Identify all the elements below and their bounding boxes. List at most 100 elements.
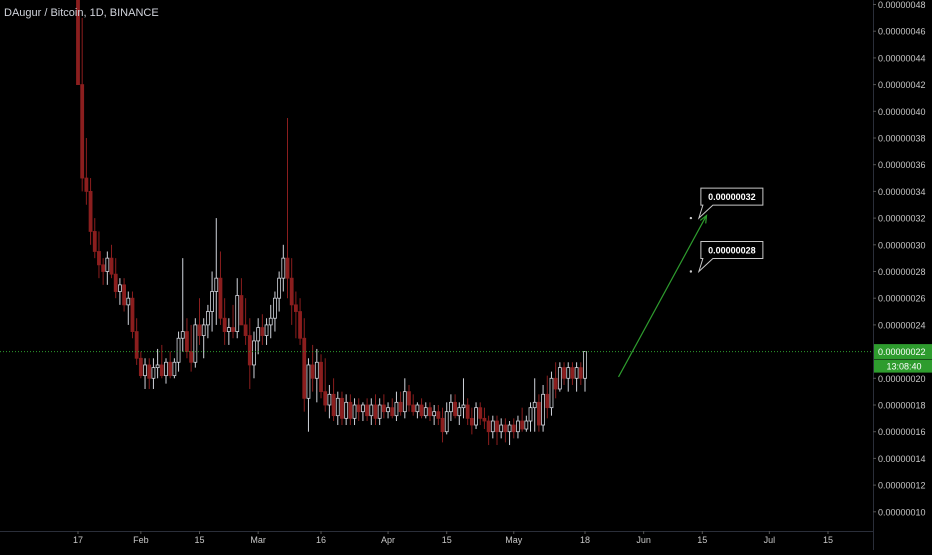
candle	[214, 218, 219, 325]
candle	[394, 391, 399, 422]
candle	[386, 402, 390, 419]
candle	[147, 358, 152, 389]
candle	[122, 278, 126, 312]
candle-body	[553, 377, 558, 390]
candle	[482, 407, 487, 430]
candle-body	[407, 391, 411, 406]
candle	[113, 258, 118, 299]
candle	[583, 351, 587, 392]
candle-body	[126, 297, 131, 306]
candle-body	[419, 404, 424, 417]
candle-body	[528, 407, 533, 422]
candle-body	[289, 277, 294, 306]
price-callout[interactable]: 0.00000028	[689, 241, 764, 274]
candle	[256, 318, 261, 355]
candle-body	[92, 231, 97, 252]
candle-body	[499, 424, 504, 433]
y-tick-label: 0.00000034	[878, 187, 926, 197]
candle-body	[235, 295, 240, 332]
candle-body	[113, 273, 118, 292]
candle	[314, 348, 319, 403]
x-tick-label: 18	[580, 535, 590, 545]
callout-box	[697, 187, 764, 220]
candle-body	[256, 327, 261, 342]
candle-body	[285, 257, 290, 279]
candle-body	[423, 407, 428, 417]
candle	[243, 298, 248, 345]
candle-body	[122, 284, 126, 306]
candle	[566, 362, 571, 392]
candle-body	[557, 367, 562, 390]
candle-body	[381, 404, 386, 413]
candle-body	[302, 337, 307, 399]
candle	[88, 178, 93, 245]
candle-body	[80, 84, 85, 179]
candle	[486, 415, 491, 446]
candle-body	[226, 327, 231, 332]
candle-body	[356, 404, 361, 413]
candle	[524, 415, 529, 432]
candle	[428, 402, 432, 422]
candle	[348, 394, 353, 426]
y-tick-label: 0.00000026	[878, 294, 926, 304]
candle	[189, 324, 194, 372]
candle	[335, 391, 340, 426]
candle-body	[344, 401, 349, 419]
candle	[474, 402, 478, 430]
y-tick-label: 0.00000024	[878, 320, 926, 330]
candle-body	[109, 257, 114, 275]
y-tick-label: 0.00000036	[878, 160, 926, 170]
candle	[453, 394, 458, 419]
candle-body	[474, 407, 478, 426]
price-callout[interactable]: 0.00000032	[689, 187, 764, 220]
candle	[415, 402, 420, 419]
candle	[327, 384, 332, 419]
candle	[331, 378, 336, 422]
candle	[574, 362, 579, 392]
candle-body	[490, 420, 495, 433]
y-tick-label: 0.00000042	[878, 80, 926, 90]
candle-body	[444, 411, 449, 433]
x-tick-label: Feb	[133, 535, 149, 545]
candle-body	[218, 277, 223, 319]
candle-body	[340, 397, 344, 419]
candle	[130, 291, 135, 339]
x-tick-label: 16	[316, 535, 326, 545]
candle	[126, 291, 131, 325]
countdown-label: 13:08:40	[886, 362, 921, 372]
candle	[449, 394, 453, 422]
candle	[226, 318, 231, 345]
candle	[541, 384, 545, 432]
candle-body	[205, 311, 210, 326]
candle	[352, 398, 357, 426]
candle	[76, 0, 80, 85]
candle-body	[319, 361, 323, 393]
candle	[210, 271, 214, 332]
x-tick-label: 15	[442, 535, 452, 545]
candle	[537, 394, 541, 432]
candle	[557, 362, 562, 392]
candle-body	[478, 407, 483, 419]
candle	[570, 362, 575, 385]
projection-arrowhead	[699, 214, 708, 224]
candle-body	[323, 391, 328, 406]
candle-body	[105, 257, 110, 272]
candle	[239, 278, 244, 326]
candle	[432, 405, 437, 426]
candle	[532, 378, 537, 432]
candle	[252, 331, 256, 379]
candle-body	[168, 361, 173, 377]
candle	[578, 362, 583, 385]
candle-body	[570, 367, 575, 379]
y-tick-label: 0.00000010	[878, 507, 926, 517]
x-tick-label: 15	[823, 535, 833, 545]
projection-arrow-line[interactable]	[617, 215, 708, 378]
candle	[289, 258, 294, 325]
candle	[138, 351, 143, 379]
candle	[310, 344, 315, 392]
y-tick-label: 0.00000014	[878, 454, 926, 464]
candle	[419, 398, 424, 419]
candle-body	[143, 364, 147, 377]
